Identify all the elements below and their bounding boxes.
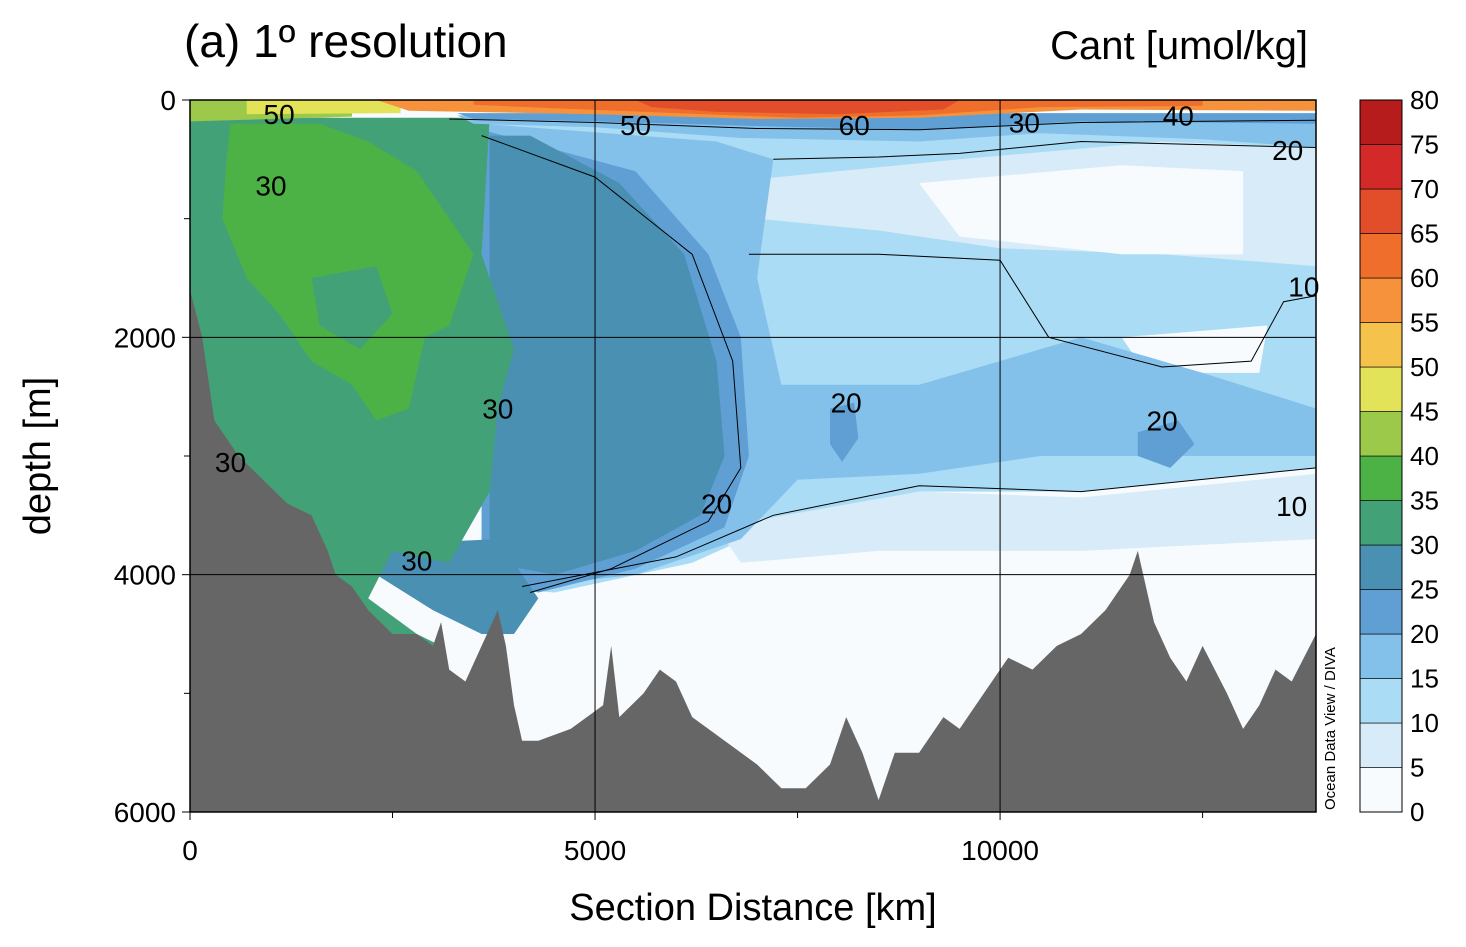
colorbar-tick-label-13: 65 <box>1410 219 1439 249</box>
contour-label-4: 30 <box>1009 108 1040 139</box>
contour-label-13: 30 <box>401 545 432 576</box>
colorbar-swatch-9 <box>1359 366 1403 412</box>
colorbar-swatch-4 <box>1359 589 1403 635</box>
colorbar-tick-label-10: 50 <box>1410 352 1439 382</box>
colorbar-tick-label-3: 15 <box>1410 664 1439 694</box>
colorbar-tick-label-12: 60 <box>1410 263 1439 293</box>
contour-label-14: 30 <box>215 447 246 478</box>
colorbar-swatch-15 <box>1359 99 1403 145</box>
contour-line-1 <box>522 467 1317 587</box>
contour-label-1: 30 <box>255 170 286 201</box>
contour-line-4 <box>449 118 1317 131</box>
colorbar-tick-label-0: 0 <box>1410 797 1424 827</box>
field-mid-5-10 <box>716 473 1316 563</box>
contour-label-5: 40 <box>1163 100 1194 131</box>
colorbar-swatch-8 <box>1359 411 1403 457</box>
y-tick-label-0: 0 <box>160 85 176 116</box>
contour-label-0: 50 <box>264 99 295 130</box>
field-surface-65-70 <box>635 100 960 115</box>
colorbar-tick-label-5: 25 <box>1410 575 1439 605</box>
field-surface-20-25 <box>457 113 1316 130</box>
bathymetry <box>190 289 1316 812</box>
colorbar-swatch-13 <box>1359 188 1403 234</box>
colorbar-tick-label-4: 20 <box>1410 619 1439 649</box>
colorbar-tick-label-2: 10 <box>1410 708 1439 738</box>
colorbar-tick-label-15: 75 <box>1410 130 1439 160</box>
field-blob-20-a <box>830 402 859 462</box>
y-axis-label: depth [m] <box>17 377 59 535</box>
x-tick-label-0: 0 <box>182 835 198 866</box>
contour-label-10: 20 <box>1147 405 1178 436</box>
y-tick-label-3: 6000 <box>114 797 176 828</box>
colorbar: 0 5 10 15 20 25 30 35 40 45 50 55 60 65 70 75 80 <box>1359 85 1439 827</box>
colorbar-swatch-10 <box>1359 322 1403 368</box>
colorbar-swatch-12 <box>1359 233 1403 279</box>
colorbar-swatch-6 <box>1359 500 1403 546</box>
x-axis-label: Section Distance [km] <box>569 887 936 929</box>
colorbar-tick-label-1: 5 <box>1410 753 1424 783</box>
contour-line-3 <box>748 253 1317 368</box>
y-tick-label-2: 4000 <box>114 560 176 591</box>
contour-label-2: 50 <box>620 110 651 141</box>
colorbar-tick-label-6: 30 <box>1410 530 1439 560</box>
colorbar-swatch-3 <box>1359 633 1403 679</box>
x-tick-label-1: 5000 <box>564 835 626 866</box>
chart-title: (a) 1º resolution <box>184 15 508 67</box>
colorbar-tick-label-8: 40 <box>1410 441 1439 471</box>
contour-label-3: 60 <box>839 110 870 141</box>
colorbar-frame <box>1359 99 1403 813</box>
colorbar-unit-label: Cant [umol/kg] <box>1050 24 1308 68</box>
colorbar-tick-label-7: 35 <box>1410 486 1439 516</box>
contour-label-11: 10 <box>1276 491 1307 522</box>
colorbar-swatch-0 <box>1359 767 1403 813</box>
colorbar-swatch-7 <box>1359 455 1403 501</box>
field-blob-20-b <box>1137 420 1195 468</box>
field-deep-25-30 <box>368 539 539 634</box>
axes: 0 5000 10000 0 2000 4000 6000 Section Distance … <box>17 85 1204 929</box>
colorbar-swatch-1 <box>1359 722 1403 768</box>
contour-label-12: 20 <box>701 488 732 519</box>
colorbar-tick-label-11: 55 <box>1410 308 1439 338</box>
contour-line-0 <box>481 135 742 593</box>
contour-label-6: 20 <box>1272 135 1303 166</box>
x-tick-label-2: 10000 <box>961 835 1039 866</box>
contour-label-9: 20 <box>831 388 862 419</box>
colorbar-swatch-2 <box>1359 678 1403 724</box>
contour-label-7: 10 <box>1288 271 1319 302</box>
colorbar-tick-label-9: 45 <box>1410 397 1439 427</box>
field-25-30 <box>489 135 725 575</box>
colorbar-swatch-14 <box>1359 144 1403 190</box>
y-tick-label-1: 2000 <box>114 322 176 353</box>
field-30-blob <box>311 266 393 350</box>
contour-line-2 <box>773 140 1317 160</box>
plot-area: 50 30 50 60 30 40 20 10 30 20 20 10 20 30 30 <box>190 99 1319 812</box>
colorbar-swatch-5 <box>1359 544 1403 590</box>
colorbar-tick-label-16: 80 <box>1410 85 1439 115</box>
colorbar-swatch-11 <box>1359 277 1403 323</box>
colorbar-tick-label-14: 70 <box>1410 174 1439 204</box>
field-surface-45-50 <box>246 100 401 115</box>
contour-label-8: 30 <box>482 394 513 425</box>
